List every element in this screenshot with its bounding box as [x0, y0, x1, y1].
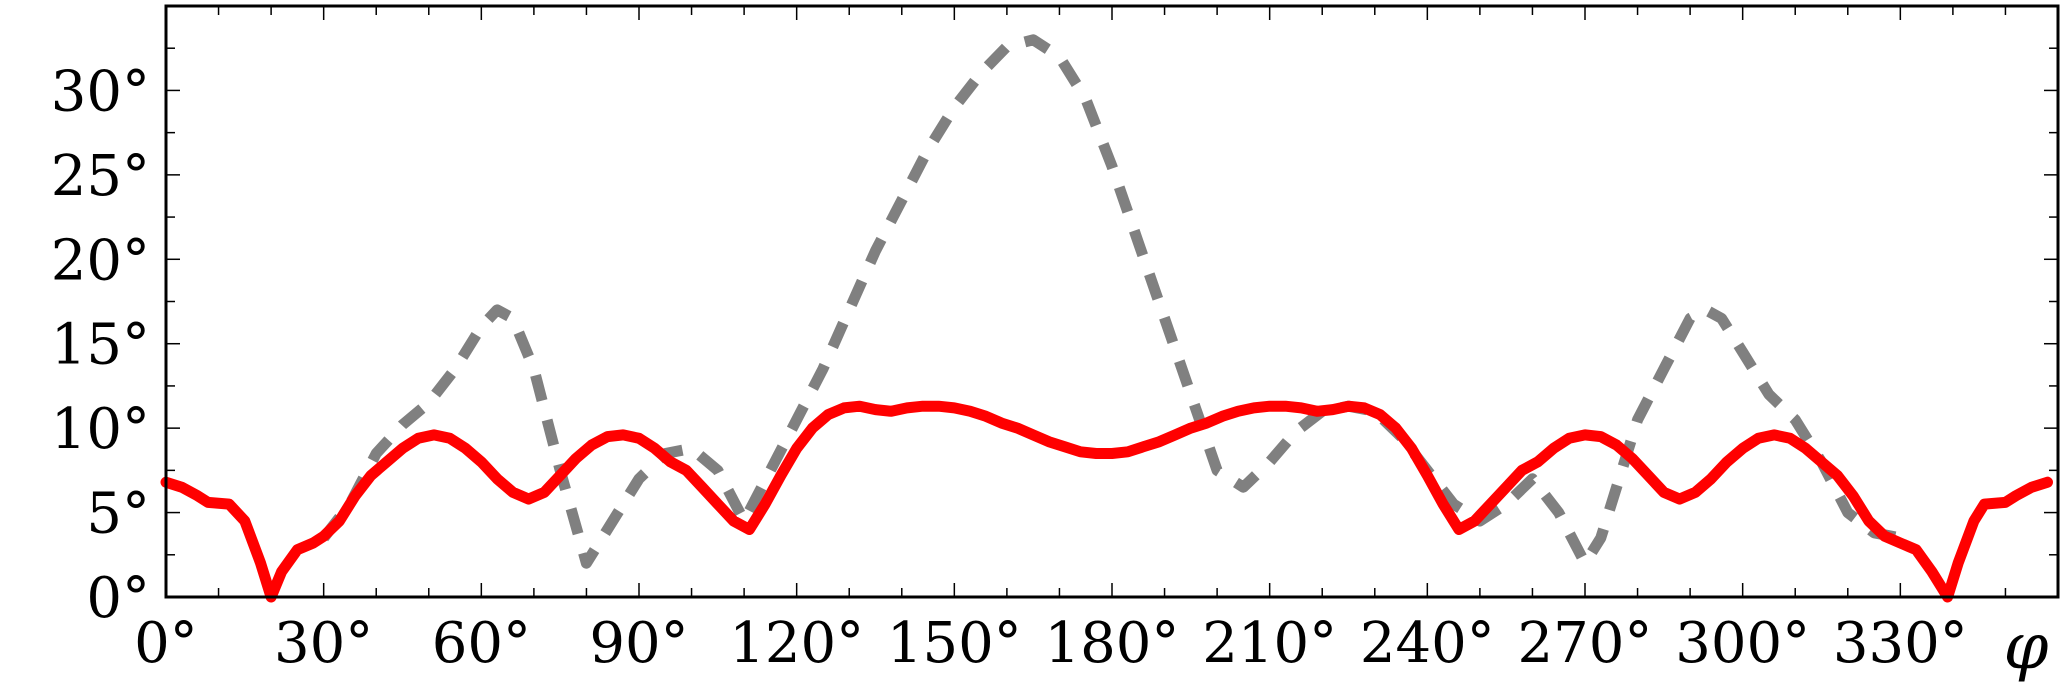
y-tick-label: 20°: [51, 228, 150, 293]
x-tick-label: 120°: [729, 611, 864, 676]
y-tick-label: 5°: [86, 482, 150, 547]
x-tick-labels: 0° 30° 60° 90° 120° 150° 180° 210° 240° 270° 300° 3…: [134, 611, 1968, 676]
x-tick-label: 210°: [1202, 611, 1337, 676]
y-tick-label: 15°: [51, 313, 150, 378]
y-tick-label: 25°: [51, 144, 150, 209]
x-tick-label: 90°: [589, 611, 688, 676]
x-tick-label: 270°: [1518, 611, 1653, 676]
y-tick-label: 30°: [51, 59, 150, 124]
series-group: [160, 34, 2053, 603]
x-tick-label: 180°: [1045, 611, 1180, 676]
x-axis-label: φ: [2004, 610, 2049, 684]
x-tick-label: 330°: [1833, 611, 1968, 676]
series-line-dashed: [319, 34, 1902, 569]
y-tick-labels: 0° 5° 10° 15° 20° 25° 30°: [51, 59, 150, 631]
y-tick-label: 0°: [86, 566, 150, 631]
x-tick-label: 0°: [134, 611, 198, 676]
x-tick-label: 300°: [1675, 611, 1810, 676]
x-tick-label: 30°: [274, 611, 373, 676]
x-tick-label: 60°: [432, 611, 531, 676]
x-tick-label: 240°: [1360, 611, 1495, 676]
series-line-solid: [160, 400, 2053, 603]
plot-frame: [164, 4, 2060, 599]
minor-ticks: [165, 5, 2059, 598]
x-tick-label: 150°: [887, 611, 1022, 676]
y-tick-label: 10°: [51, 397, 150, 462]
